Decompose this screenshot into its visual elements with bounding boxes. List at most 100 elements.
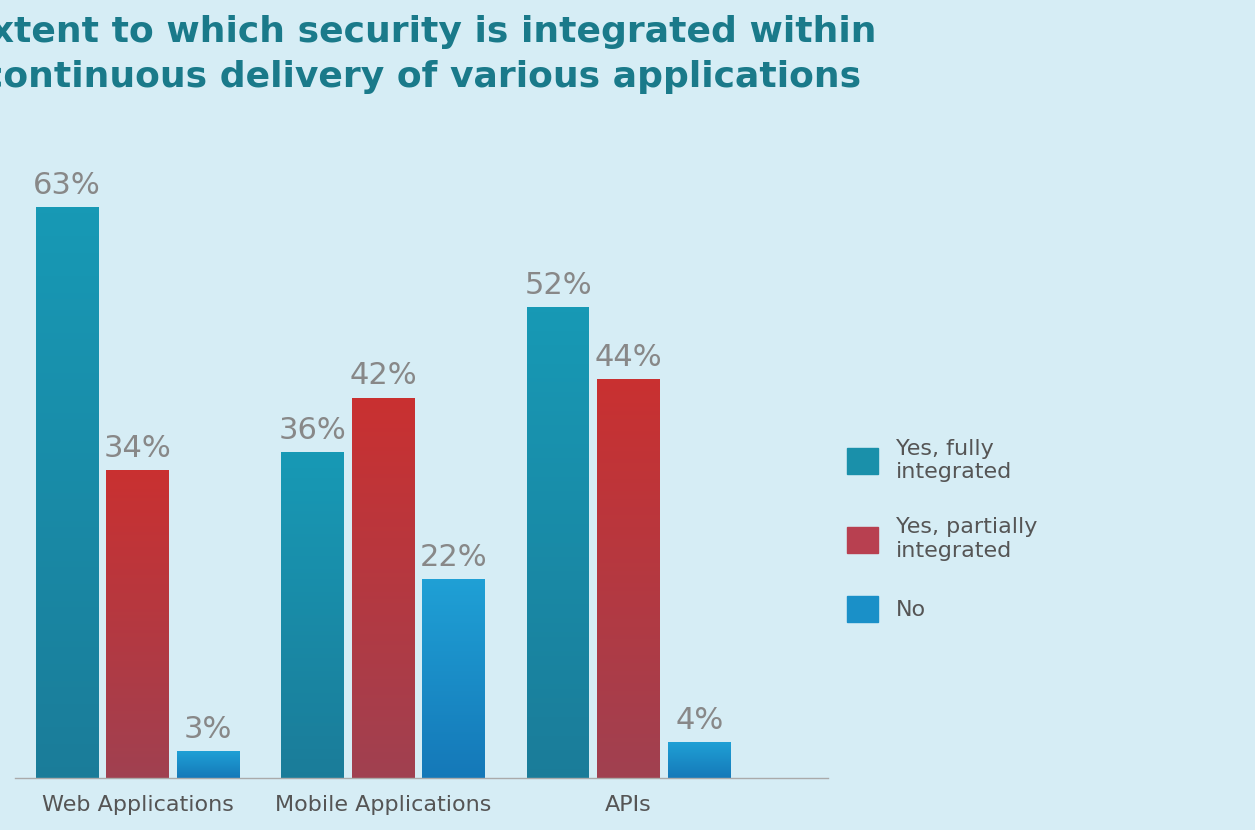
Bar [281,524,344,527]
Bar [351,428,414,432]
Bar [597,635,660,639]
Bar [36,487,99,493]
Bar [351,649,414,652]
Bar [351,470,414,474]
Bar [423,671,486,672]
Bar [281,456,344,458]
Bar [281,762,344,765]
Bar [281,684,344,687]
Bar [36,236,99,242]
Bar [36,618,99,624]
Bar [107,698,169,701]
Bar [281,583,344,586]
Bar [281,495,344,498]
Bar [281,544,344,547]
Bar [597,463,660,467]
Bar [423,750,486,753]
Bar [107,754,169,757]
Bar [107,473,169,476]
Bar [107,689,169,692]
Bar [423,615,486,617]
Bar [107,532,169,535]
Bar [423,774,486,776]
Bar [527,476,590,481]
Bar [281,596,344,599]
Bar [527,675,590,679]
Bar [527,439,590,444]
Bar [423,613,486,615]
Bar [351,569,414,573]
Bar [281,566,344,569]
Bar [36,636,99,642]
Bar [423,661,486,662]
Bar [107,649,169,652]
Bar [527,684,590,689]
Bar [281,740,344,743]
Bar [527,406,590,411]
Bar [351,398,414,402]
Bar [527,585,590,590]
Bar [351,706,414,710]
Bar [281,618,344,622]
Bar [527,378,590,383]
Bar [107,745,169,748]
Bar [107,738,169,741]
Bar [597,615,660,619]
Bar [281,550,344,553]
Bar [423,692,486,695]
Bar [597,766,660,770]
Bar [527,359,590,364]
Bar [281,651,344,654]
Bar [281,759,344,762]
Bar [597,603,660,607]
Bar [281,677,344,681]
Bar [527,533,590,538]
Bar [423,679,486,681]
Bar [107,763,169,766]
Bar [527,415,590,420]
Bar [351,489,414,493]
Bar [107,729,169,732]
Bar [351,642,414,645]
Bar [36,378,99,384]
Bar [527,571,590,576]
Bar [36,384,99,390]
Bar [36,664,99,670]
Bar [281,625,344,628]
Text: 4%: 4% [675,706,723,735]
Bar [351,774,414,779]
Bar [351,599,414,603]
Bar [351,645,414,649]
Bar [423,607,486,609]
Bar [36,630,99,636]
Bar [527,481,590,486]
Bar [423,726,486,729]
Text: 44%: 44% [595,344,663,372]
Bar [423,595,486,597]
Bar [423,629,486,631]
Bar [107,775,169,779]
Bar [281,540,344,544]
Bar [36,442,99,447]
Bar [351,477,414,481]
Bar [281,661,344,664]
Bar [597,459,660,463]
Bar [351,618,414,622]
Bar [423,652,486,655]
Bar [597,735,660,739]
Bar [423,579,486,581]
Bar [423,770,486,773]
Bar [423,712,486,715]
Bar [527,430,590,434]
Bar [527,448,590,453]
Bar [527,656,590,661]
Text: 52%: 52% [525,271,592,300]
Bar [281,576,344,579]
Bar [351,698,414,702]
Bar [36,208,99,213]
Bar [527,349,590,354]
Bar [423,605,486,607]
Bar [281,769,344,772]
Bar [107,652,169,655]
Bar [351,637,414,642]
